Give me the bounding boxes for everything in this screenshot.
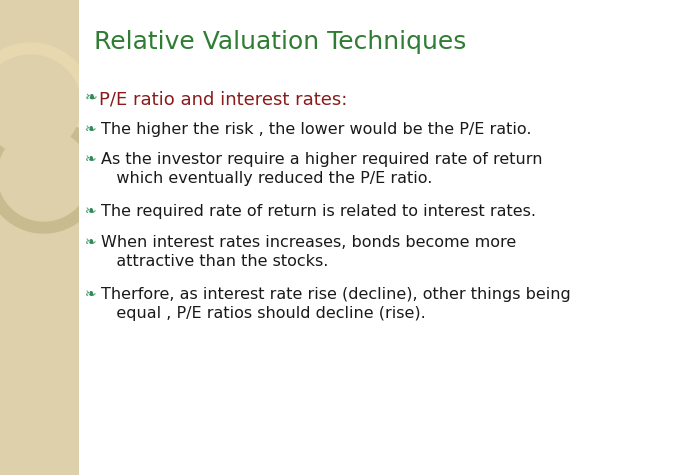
Text: ❧: ❧ (84, 90, 97, 105)
Text: ❧: ❧ (84, 235, 96, 249)
Circle shape (0, 43, 93, 167)
Text: ❧: ❧ (84, 152, 96, 166)
Text: The higher the risk , the lower would be the P/E ratio.: The higher the risk , the lower would be… (102, 122, 532, 137)
Text: Therfore, as interest rate rise (decline), other things being
   equal , P/E rat: Therfore, as interest rate rise (decline… (102, 287, 571, 321)
Text: Relative Valuation Techniques: Relative Valuation Techniques (95, 30, 467, 54)
Circle shape (0, 117, 102, 233)
Text: ❧: ❧ (84, 122, 96, 136)
Circle shape (0, 129, 90, 221)
Text: P/E ratio and interest rates:: P/E ratio and interest rates: (100, 90, 348, 108)
Bar (79, 0, 691, 475)
Text: ❧: ❧ (84, 287, 96, 301)
Bar (0, 0, 79, 475)
Text: ❧: ❧ (84, 204, 96, 218)
Text: When interest rates increases, bonds become more
   attractive than the stocks.: When interest rates increases, bonds bec… (102, 235, 517, 269)
Text: As the investor require a higher required rate of return
   which eventually red: As the investor require a higher require… (102, 152, 543, 186)
Text: The required rate of return is related to interest rates.: The required rate of return is related t… (102, 204, 536, 219)
Circle shape (0, 55, 81, 155)
